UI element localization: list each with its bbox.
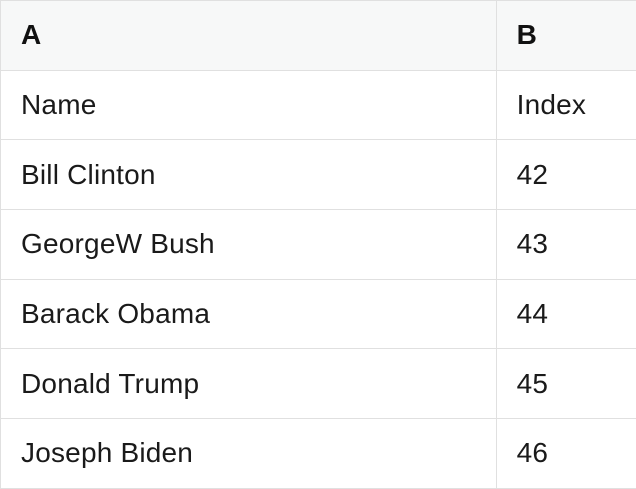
column-header-b-label: B [516,19,538,51]
cell-b1-value: Index [516,89,587,121]
table-row: Joseph Biden 46 [1,419,636,489]
table-row: Donald Trump 45 [1,349,636,420]
column-header-b[interactable]: B [496,1,636,71]
cell-a5-value: Donald Trump [21,367,200,399]
cell-b2[interactable]: 42 [496,140,636,211]
cell-a4-value: Barack Obama [21,298,211,330]
column-header-a-label: A [21,19,42,51]
column-header-a[interactable]: A [1,1,497,71]
cell-b3[interactable]: 43 [496,210,636,280]
cell-b3-value: 43 [516,228,549,260]
cell-a1-value: Name [21,89,97,121]
cell-b6[interactable]: 46 [496,419,636,489]
cell-a3[interactable]: GeorgeW Bush [1,210,497,280]
table-row: Bill Clinton 42 [1,140,636,211]
cell-b6-value: 46 [516,437,549,469]
cell-a2-value: Bill Clinton [21,158,156,190]
cell-a1[interactable]: Name [1,70,497,141]
cell-a3-value: GeorgeW Bush [21,228,215,260]
cell-a4[interactable]: Barack Obama [1,279,497,350]
cell-a5[interactable]: Donald Trump [1,349,497,420]
cell-b5-value: 45 [516,367,549,399]
cell-b4[interactable]: 44 [496,280,636,350]
cell-b4-value: 44 [516,298,549,330]
table-row: Barack Obama 44 [1,279,636,350]
cell-a6-value: Joseph Biden [21,437,194,469]
table-row: GeorgeW Bush 43 [1,210,636,280]
column-header-row: A B [1,1,636,71]
table-row: Name Index [1,70,636,141]
cell-b2-value: 42 [516,158,549,190]
cell-a6[interactable]: Joseph Biden [1,419,497,489]
cell-b5[interactable]: 45 [496,349,636,420]
cell-b1[interactable]: Index [496,71,636,141]
cell-a2[interactable]: Bill Clinton [1,140,497,211]
